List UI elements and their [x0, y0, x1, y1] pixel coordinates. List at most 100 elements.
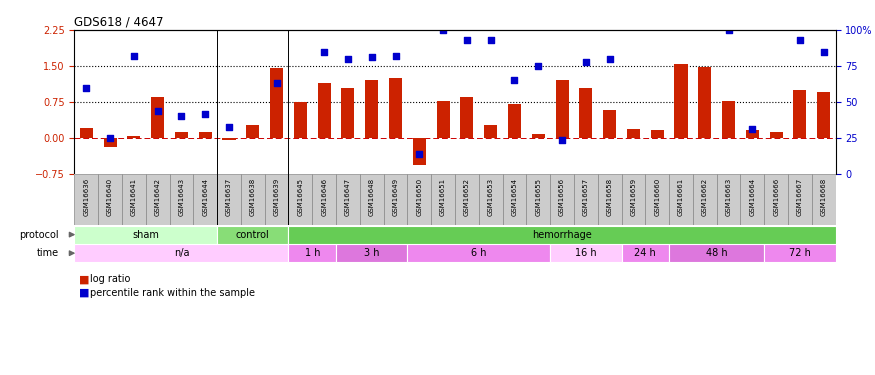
Text: time: time — [37, 248, 60, 258]
Text: GDS618 / 4647: GDS618 / 4647 — [74, 16, 164, 29]
Point — [222, 124, 236, 130]
Bar — [127, 136, 140, 138]
Text: 24 h: 24 h — [634, 248, 656, 258]
Bar — [794, 90, 807, 138]
Point — [579, 59, 593, 65]
Bar — [455, 174, 479, 225]
Bar — [479, 174, 502, 225]
Text: GSM16656: GSM16656 — [559, 178, 565, 216]
Bar — [312, 174, 336, 225]
Text: GSM16660: GSM16660 — [654, 178, 661, 216]
Bar — [484, 124, 497, 138]
Text: GSM16663: GSM16663 — [725, 178, 732, 216]
Text: 48 h: 48 h — [706, 248, 727, 258]
Text: GSM16661: GSM16661 — [678, 178, 684, 216]
Bar — [579, 88, 592, 138]
Bar — [698, 67, 711, 138]
Bar — [669, 244, 764, 262]
Bar — [413, 138, 426, 165]
Text: GSM16652: GSM16652 — [464, 178, 470, 216]
Point — [531, 63, 545, 69]
Point — [816, 49, 830, 55]
Bar — [675, 64, 688, 138]
Bar — [74, 226, 217, 243]
Bar — [289, 226, 836, 243]
Bar — [122, 174, 146, 225]
Bar — [651, 130, 664, 138]
Text: GSM16668: GSM16668 — [821, 178, 827, 216]
Bar — [812, 174, 836, 225]
Point — [746, 126, 760, 132]
Point — [174, 114, 188, 120]
Point — [127, 53, 141, 59]
Bar — [603, 110, 616, 138]
Text: ■: ■ — [79, 274, 89, 284]
Bar — [389, 78, 402, 138]
Point — [270, 80, 284, 86]
Text: hemorrhage: hemorrhage — [532, 230, 592, 240]
Point — [199, 111, 213, 117]
Bar — [817, 93, 830, 138]
Text: GSM16662: GSM16662 — [702, 178, 708, 216]
Bar — [270, 69, 284, 138]
Text: 6 h: 6 h — [471, 248, 487, 258]
Text: 16 h: 16 h — [575, 248, 597, 258]
Bar — [170, 174, 193, 225]
Text: GSM16639: GSM16639 — [274, 178, 280, 216]
Point — [103, 135, 117, 141]
Bar — [626, 129, 640, 138]
Point — [484, 37, 498, 43]
Bar — [717, 174, 740, 225]
Bar — [365, 81, 378, 138]
Text: 3 h: 3 h — [364, 248, 380, 258]
Bar — [646, 174, 669, 225]
Text: GSM16654: GSM16654 — [512, 178, 517, 216]
Bar — [336, 244, 408, 262]
Point — [412, 151, 426, 157]
Bar — [80, 128, 93, 138]
Bar — [764, 244, 836, 262]
Text: GSM16667: GSM16667 — [797, 178, 803, 216]
Bar — [621, 174, 646, 225]
Point — [317, 49, 331, 55]
Text: GSM16649: GSM16649 — [393, 178, 398, 216]
Text: GSM16653: GSM16653 — [487, 178, 493, 216]
Text: GSM16647: GSM16647 — [345, 178, 351, 216]
Text: GSM16666: GSM16666 — [774, 178, 779, 216]
Text: GSM16650: GSM16650 — [416, 178, 423, 216]
Bar — [289, 244, 336, 262]
Bar — [527, 174, 550, 225]
Bar — [383, 174, 408, 225]
Point — [793, 37, 807, 43]
Bar — [294, 102, 307, 138]
Text: GSM16657: GSM16657 — [583, 178, 589, 216]
Bar — [217, 174, 241, 225]
Bar — [740, 174, 764, 225]
Bar — [502, 174, 527, 225]
Text: GSM16655: GSM16655 — [536, 178, 542, 216]
Text: control: control — [236, 230, 270, 240]
Bar — [289, 174, 312, 225]
Bar — [507, 104, 521, 138]
Bar — [621, 244, 669, 262]
Bar — [103, 138, 116, 147]
Bar — [460, 97, 473, 138]
Point — [555, 136, 569, 142]
Text: GSM16648: GSM16648 — [368, 178, 374, 216]
Bar — [693, 174, 717, 225]
Bar — [550, 244, 621, 262]
Bar — [336, 174, 360, 225]
Bar — [98, 174, 122, 225]
Bar — [788, 174, 812, 225]
Text: GSM16651: GSM16651 — [440, 178, 446, 216]
Text: GSM16646: GSM16646 — [321, 178, 327, 216]
Point — [603, 56, 617, 62]
Bar — [408, 174, 431, 225]
Text: log ratio: log ratio — [90, 274, 130, 284]
Bar — [74, 244, 289, 262]
Bar — [722, 100, 735, 138]
Bar — [318, 83, 331, 138]
Bar — [265, 174, 289, 225]
Point — [388, 53, 402, 59]
Point — [80, 85, 94, 91]
